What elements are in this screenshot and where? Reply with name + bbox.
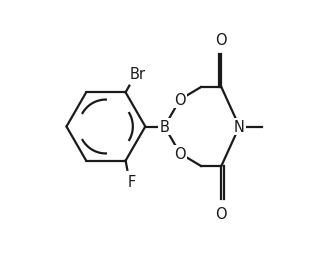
Text: N: N [234,120,245,134]
Text: O: O [174,146,186,161]
Text: B: B [160,120,169,134]
Text: O: O [215,33,227,48]
Text: O: O [215,206,227,221]
Text: Br: Br [130,67,146,82]
Text: O: O [174,93,186,108]
Text: F: F [128,175,136,189]
